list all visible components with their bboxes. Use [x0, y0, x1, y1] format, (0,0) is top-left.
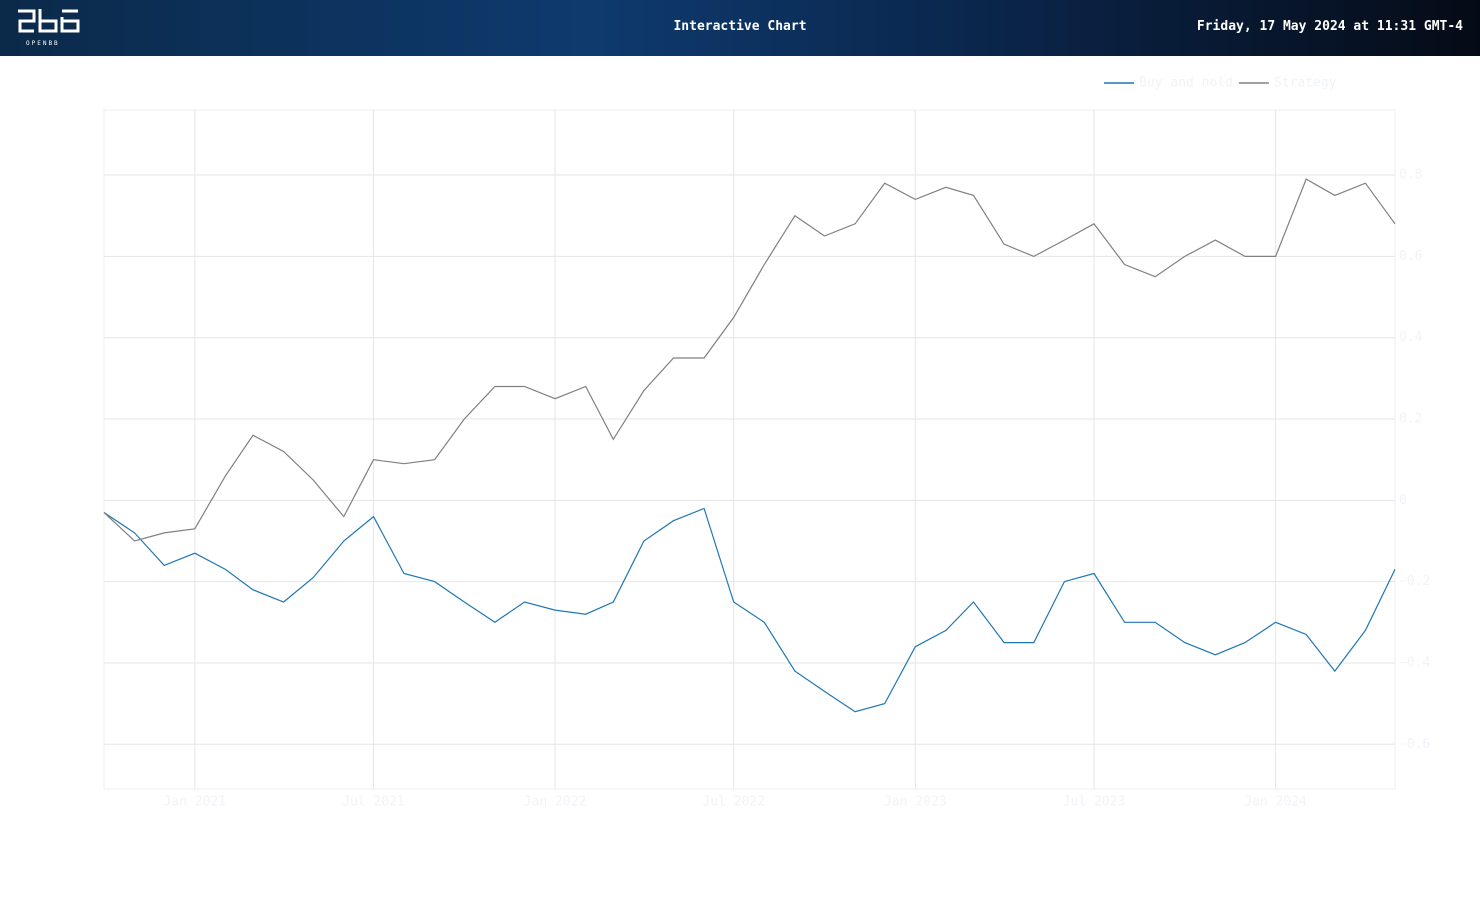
plot-border: [103, 109, 1396, 790]
y-tick-label: 0.6: [1399, 249, 1422, 264]
y-tick-label: −0.2: [1399, 574, 1430, 589]
y-tick-label: −0.6: [1399, 737, 1430, 752]
x-tick-label: Jan 2024: [1244, 795, 1307, 810]
x-tick-label: Jan 2023: [884, 795, 947, 810]
header-title: Interactive Chart: [673, 19, 807, 34]
y-tick-label: 0: [1399, 493, 1407, 508]
x-tick-label: Jul 2023: [1063, 795, 1126, 810]
series-line: [103, 507, 1396, 713]
x-tick-label: Jan 2021: [163, 795, 226, 810]
y-tick-label: −0.4: [1399, 655, 1430, 670]
legend-label: Strategy: [1274, 76, 1337, 91]
logo-text: OPENBB: [26, 40, 60, 47]
timestamp: Friday, 17 May 2024 at 11:31 GMT-4: [1196, 19, 1463, 34]
header: OPENBB Interactive Chart Friday, 17 May …: [0, 0, 1480, 56]
x-tick-label: Jul 2022: [702, 795, 765, 810]
y-tick-label: 0.4: [1399, 330, 1423, 345]
x-tick-label: Jul 2021: [342, 795, 405, 810]
y-tick-label: 0.2: [1399, 412, 1422, 427]
y-tick-label: 0.8: [1399, 168, 1422, 183]
logo: [18, 9, 80, 33]
legend-label: Buy and hold: [1139, 76, 1233, 91]
x-tick-label: Jan 2022: [524, 795, 587, 810]
series-line: [103, 178, 1396, 542]
